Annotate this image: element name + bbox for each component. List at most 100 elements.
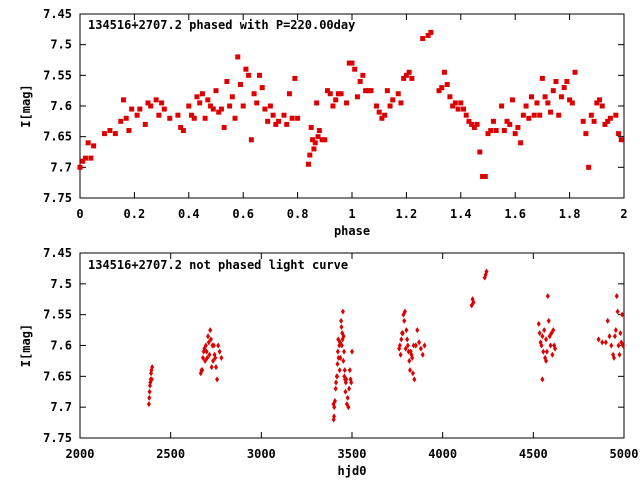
phased-data-point [526,116,531,121]
phased-data-point [181,128,186,133]
phased-data-point [284,122,289,127]
phased-data-point [314,100,319,105]
unphased-y-tick-label: 7.5 [50,277,72,291]
phased-data-point [420,36,425,41]
unphased-data-point [537,321,541,327]
phased-data-point [276,119,281,124]
phased-x-tick-label: 1 [348,207,355,221]
phased-data-point [307,153,312,158]
unphased-data-point [399,336,403,342]
phased-y-tick-label: 7.55 [43,68,72,82]
unphased-data-point [421,352,425,358]
phased-data-point [322,137,327,142]
phased-data-point [445,82,450,87]
unphased-data-point [411,370,415,376]
phased-data-point [197,100,202,105]
phased-data-point [91,143,96,148]
phased-data-point [559,94,564,99]
unphased-data-point [219,355,223,361]
phased-data-point [521,113,526,118]
unphased-data-point [218,349,222,355]
unphased-x-tick-label: 2000 [66,447,95,461]
unphased-data-point [215,376,219,382]
unphased-data-point [407,358,411,364]
phased-data-point [597,97,602,102]
unphased-x-tick-label: 5000 [610,447,639,461]
unphased-data-point [607,333,611,339]
unphased-data-point [616,309,620,315]
unphased-data-point [419,346,423,352]
phased-data-point [458,100,463,105]
phased-x-tick-label: 1.8 [559,207,581,221]
phased-data-point [113,131,118,136]
phased-x-tick-label: 1.6 [504,207,526,221]
phased-light-curve-panel: 0 0.2 0.4 0.6 0.8 1 1.2 1.4 1.6 1.8 27.457.57.557.… [19,7,628,238]
unphased-data-point [208,327,212,333]
phased-data-point [524,104,529,109]
phased-data-point [317,128,322,133]
unphased-data-point [417,339,421,345]
unphased-light-curve-panel: 2000 2500 3000 3500 4000 4500 5000 7.45 7.5 7.55 7… [19,246,638,478]
unphased-data-point [613,333,617,339]
unphased-data-point [550,352,554,358]
phased-data-point [143,122,148,127]
phased-data-point [235,54,240,59]
phased-data-point [608,116,613,121]
phased-data-point [564,79,569,84]
phased-data-point [243,67,248,72]
unphased-tick-group: 2000 2500 3000 3500 4000 4500 50007.457.57.557… [43,246,638,461]
phased-data-point [249,137,254,142]
phased-data-point [513,131,518,136]
phased-y-tick-label: 7.75 [43,191,72,205]
phased-data-point [230,94,235,99]
phased-data-point [537,113,542,118]
phased-data-point [107,128,112,133]
phased-data-point [456,107,461,112]
phased-data-point [271,113,276,118]
unphased-data-point [606,318,610,324]
unphased-data-point [335,361,339,367]
phased-data-point [570,100,575,105]
phased-data-point [246,73,251,78]
phased-data-point [126,128,131,133]
phased-data-point [252,91,257,96]
unphased-data-point [540,376,544,382]
phased-y-tick-label: 7.6 [50,99,72,113]
phased-data-point [175,113,180,118]
phased-data-point [360,73,365,78]
phased-data-point [194,94,199,99]
phased-data-point [398,100,403,105]
phased-data-point [211,107,216,112]
phased-data-point [154,97,159,102]
unphased-data-point [402,318,406,324]
unphased-data-point [615,293,619,299]
phased-data-point [306,162,311,167]
phased-data-point [311,146,316,151]
unphased-data-point [347,386,351,392]
unphased-data-point [341,358,345,364]
phased-data-point [257,73,262,78]
phased-data-point [159,100,164,105]
phased-data-point [137,107,142,112]
unphased-y-axis-label: I[mag] [19,324,33,367]
phased-data-point [224,79,229,84]
phased-data-point [233,116,238,121]
phased-data-point [382,113,387,118]
unphased-data-point [546,293,550,299]
phased-data-point [200,91,205,96]
phased-x-tick-label: 0.6 [232,207,254,221]
unphased-data-point [399,352,403,358]
phased-x-tick-label: 1.2 [396,207,418,221]
phased-data-point [162,107,167,112]
phased-data-point [407,70,412,75]
unphased-data-point [542,327,546,333]
phased-data-point [222,125,227,130]
phased-data-point [328,91,333,96]
phased-data-point [377,110,382,115]
phased-data-point [214,88,219,93]
phased-y-tick-label: 7.5 [50,38,72,52]
phased-x-tick-label: 1.4 [450,207,472,221]
phased-data-point [390,97,395,102]
phased-data-point [586,165,591,170]
